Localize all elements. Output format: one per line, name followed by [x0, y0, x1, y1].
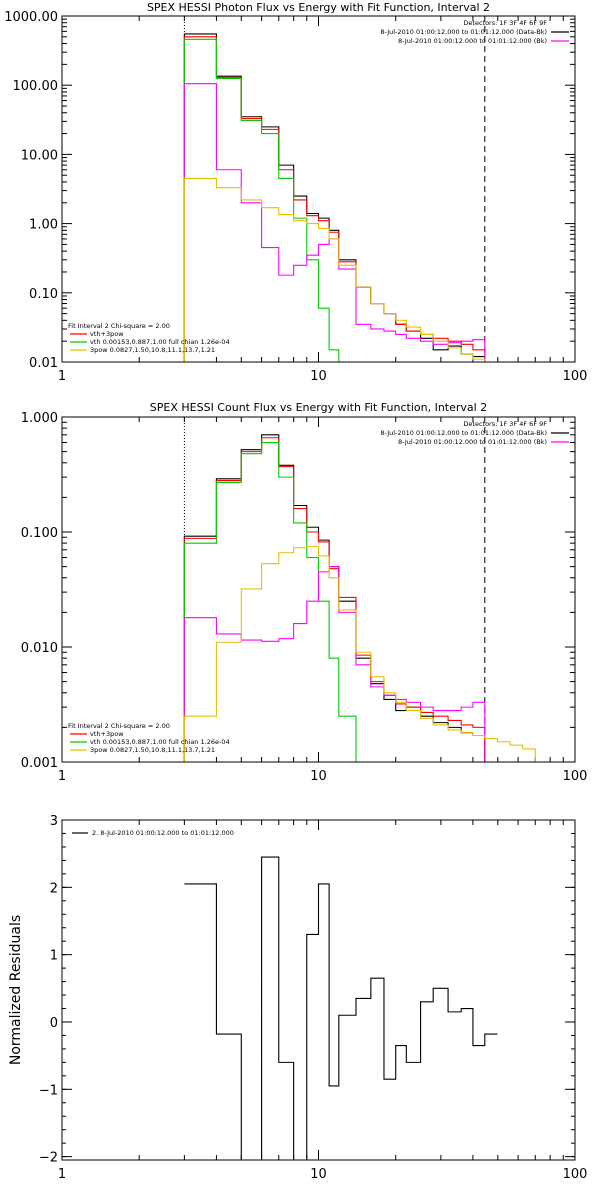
- legend-entry: 8-Jul-2010 01:00:12.000 to 01:01:12.000 …: [380, 28, 547, 36]
- series-5-line: [183, 545, 536, 762]
- x-axis: [61, 16, 576, 362]
- x-tick-label: 1: [58, 769, 66, 784]
- legend-entry: vth 0.00153,0.887,1.00 full chian 1.26e-…: [90, 338, 230, 346]
- legend-entry: 3pow 0.0827,1.50,10.8,11.1,13.7,1.21: [90, 746, 215, 754]
- x-tick-label: 100: [563, 769, 588, 784]
- panel-1: SPEX HESSI Photon Flux vs Energy with Fi…: [4, 1, 587, 384]
- y-tick-label: 100.00: [13, 79, 59, 94]
- y-axis-label: Normalized Residuals: [8, 915, 24, 1065]
- x-tick-label: 10: [310, 1167, 327, 1182]
- y-tick-label: 1.00: [29, 218, 58, 233]
- series-3-line: [183, 441, 371, 762]
- legend-entry: vth+3pow: [90, 730, 124, 738]
- legend-entry: 8-Jul-2010 01:00:12.000 to 01:01:12.000 …: [398, 37, 547, 45]
- y-tick-label: 3: [50, 814, 58, 829]
- series-4-line: [183, 83, 486, 362]
- legend-entry: vth 0.00153,0.887,1.00 full chian 1.26e-…: [90, 738, 230, 746]
- x-tick-label: 100: [563, 369, 588, 384]
- x-tick-label: 10: [310, 369, 327, 384]
- y-tick-label: 0.001: [21, 756, 58, 771]
- x-axis: [61, 820, 576, 1160]
- legend-entry: 8-Jul-2010 01:00:12.000 to 01:01:12.000 …: [398, 438, 547, 446]
- series-4-line: [183, 566, 486, 762]
- series-5-line: [183, 177, 536, 362]
- series-1-line: [183, 33, 486, 362]
- panel-2: SPEX HESSI Count Flux vs Energy with Fit…: [21, 401, 588, 784]
- legend-entry: Fit Interval 2 Chi-square = 2.00: [68, 722, 170, 730]
- legend-entry: Fit Interval 2 Chi-square = 2.00: [68, 322, 170, 330]
- y-tick-label: 0.100: [21, 526, 58, 541]
- series-group: [183, 434, 536, 762]
- y-tick-label: 0.10: [29, 287, 58, 302]
- y-tick-label: 0.010: [21, 641, 58, 656]
- legend-entry: 2. 8-Jul-2010 01:00:12.000 to 01:01:12.0…: [92, 829, 234, 837]
- y-axis: [62, 416, 575, 763]
- plot-frame: [61, 416, 576, 763]
- y-axis: [62, 819, 575, 1158]
- legend-entry: vth+3pow: [90, 330, 124, 338]
- y-axis: [62, 15, 575, 363]
- series-group: [184, 856, 498, 1160]
- x-tick-label: 10: [310, 769, 327, 784]
- y-tick-label: 1.000: [21, 411, 58, 426]
- x-tick-label: 1: [58, 369, 66, 384]
- series-1-line: [184, 856, 498, 1160]
- series-group: [183, 33, 536, 362]
- x-tick-label: 100: [563, 1167, 588, 1182]
- panel-3: Normalized Residuals 1 10 100 −2 −1 0 1 2 3 2. 8-J…: [8, 814, 587, 1182]
- x-tick-label: 1: [58, 1167, 66, 1182]
- series-2-line: [183, 437, 486, 762]
- legend-entry: Detectors: 1F 3F 4F 6F 9F: [463, 420, 547, 428]
- y-tick-label: 0.01: [29, 356, 58, 371]
- y-tick-label: 1: [50, 949, 58, 964]
- legend-entry: 8-Jul-2010 01:00:12.000 to 01:01:12.000 …: [380, 429, 547, 437]
- y-tick-label: −2: [39, 1151, 58, 1166]
- chart-title: SPEX HESSI Count Flux vs Energy with Fit…: [150, 401, 487, 414]
- y-tick-label: 0: [50, 1016, 58, 1031]
- series-1-line: [183, 434, 486, 762]
- y-tick-label: 10.00: [21, 148, 58, 163]
- y-tick-label: −1: [39, 1083, 58, 1098]
- chart-title: SPEX HESSI Photon Flux vs Energy with Fi…: [147, 1, 490, 14]
- legend-entry: 3pow 0.0827,1.50,10.8,11.1,13.7,1.21: [90, 346, 215, 354]
- series-3-line: [183, 38, 356, 362]
- series-2-line: [183, 36, 486, 362]
- y-tick-label: 2: [50, 881, 58, 896]
- plot-frame: [61, 819, 576, 1161]
- y-tick-label: 1000.00: [4, 10, 58, 25]
- legend-entry: Detectors: 1F 3F 4F 6F 9F: [463, 19, 547, 27]
- plot-frame: [61, 15, 576, 363]
